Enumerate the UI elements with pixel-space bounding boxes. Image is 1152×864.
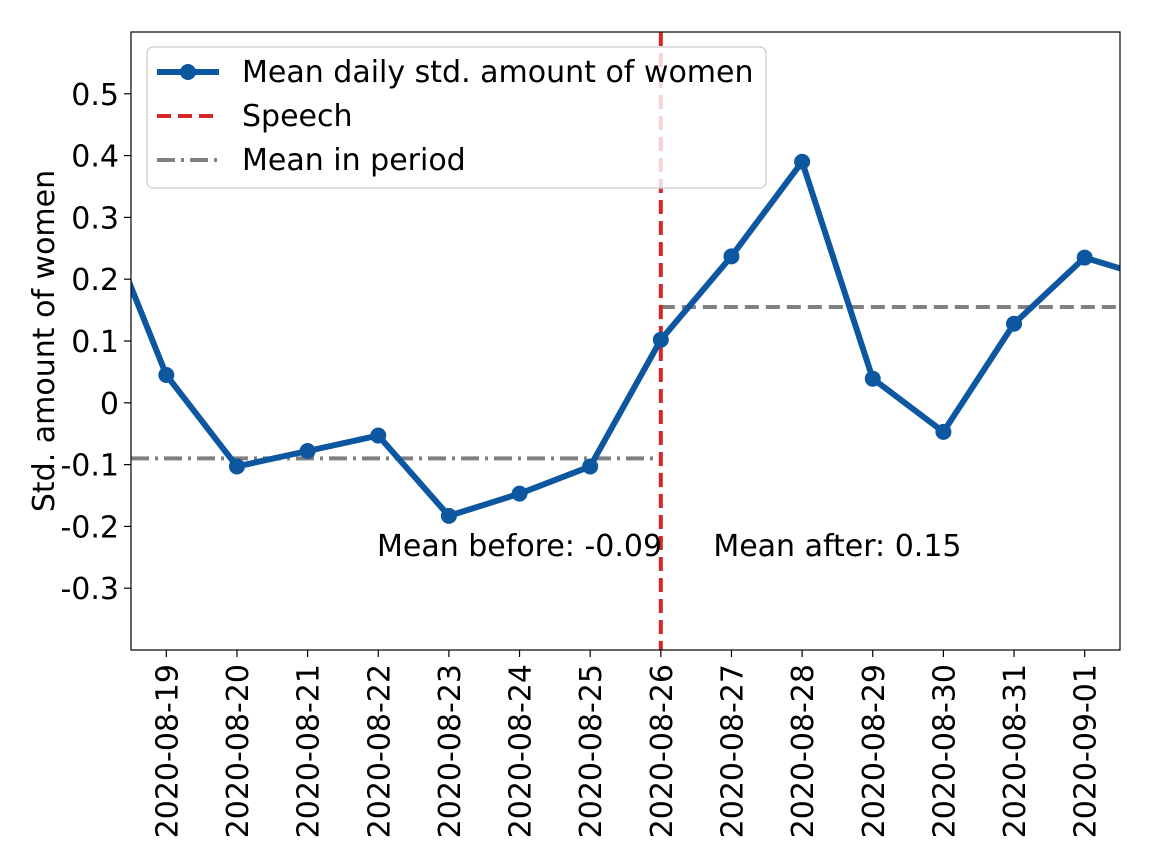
data-point	[370, 427, 387, 444]
data-point	[723, 248, 740, 265]
y-tick-label: 0.4	[71, 140, 119, 175]
y-tick-label: -0.2	[60, 510, 119, 545]
data-point	[794, 153, 811, 170]
legend-label-series: Mean daily std. amount of women	[242, 55, 754, 90]
data-point	[158, 366, 175, 383]
x-tick-label: 2020-08-26	[645, 664, 680, 838]
x-tick-label: 2020-08-22	[362, 664, 397, 838]
x-tick-label: 2020-08-30	[927, 664, 962, 838]
data-point	[935, 423, 952, 440]
y-tick-label: 0.3	[71, 201, 119, 236]
x-tick-label: 2020-08-19	[150, 664, 185, 838]
x-tick-label: 2020-08-25	[574, 664, 609, 838]
legend-label-speech: Speech	[242, 99, 353, 134]
x-tick-label: 2020-08-27	[715, 664, 750, 838]
y-tick-label: -0.1	[60, 449, 119, 484]
y-tick-label: -0.3	[60, 572, 119, 607]
y-axis: -0.3 -0.2 -0.1 0 0.1 0.2 0.3 0.4 0.5	[60, 78, 131, 607]
legend-item-series: Mean daily std. amount of women	[157, 55, 754, 90]
x-tick-label: 2020-08-21	[292, 664, 327, 838]
data-point	[1076, 249, 1093, 266]
plot-area	[131, 32, 1120, 650]
annotation-mean-before: Mean before: -0.09	[377, 529, 662, 564]
data-point	[228, 458, 245, 475]
y-tick-label: 0.5	[71, 78, 119, 113]
x-tick-label: 2020-08-29	[857, 664, 892, 838]
legend-item-mean: Mean in period	[157, 143, 466, 178]
annotation-mean-after: Mean after: 0.15	[713, 529, 961, 564]
data-point	[511, 485, 528, 502]
data-point	[299, 443, 316, 460]
x-tick-label: 2020-08-24	[504, 664, 539, 838]
x-tick-label: 2020-09-01	[1069, 664, 1104, 838]
data-point	[864, 370, 881, 387]
x-tick-label: 2020-08-20	[221, 664, 256, 838]
x-tick-label: 2020-08-31	[998, 664, 1033, 838]
y-tick-label: 0.2	[71, 263, 119, 298]
y-axis-label: Std. amount of women	[27, 170, 62, 512]
legend-label-mean: Mean in period	[242, 143, 466, 178]
series-line	[131, 158, 1120, 519]
x-tick-label: 2020-08-23	[433, 664, 468, 838]
legend-box	[146, 46, 767, 189]
legend-item-speech: Speech	[157, 99, 353, 134]
x-tick-label: 2020-08-28	[786, 664, 821, 838]
legend: Mean daily std. amount of women Speech M…	[146, 46, 767, 189]
data-point	[652, 331, 669, 348]
y-tick-label: 0	[100, 387, 119, 422]
data-point	[440, 507, 457, 524]
data-point	[1006, 315, 1023, 332]
legend-series-marker	[180, 64, 196, 80]
data-point	[582, 458, 599, 475]
series-markers	[158, 153, 1093, 524]
x-axis: 2020-08-19 2020-08-20 2020-08-21 2020-08-22…	[150, 650, 1104, 838]
y-tick-label: 0.1	[71, 325, 119, 360]
